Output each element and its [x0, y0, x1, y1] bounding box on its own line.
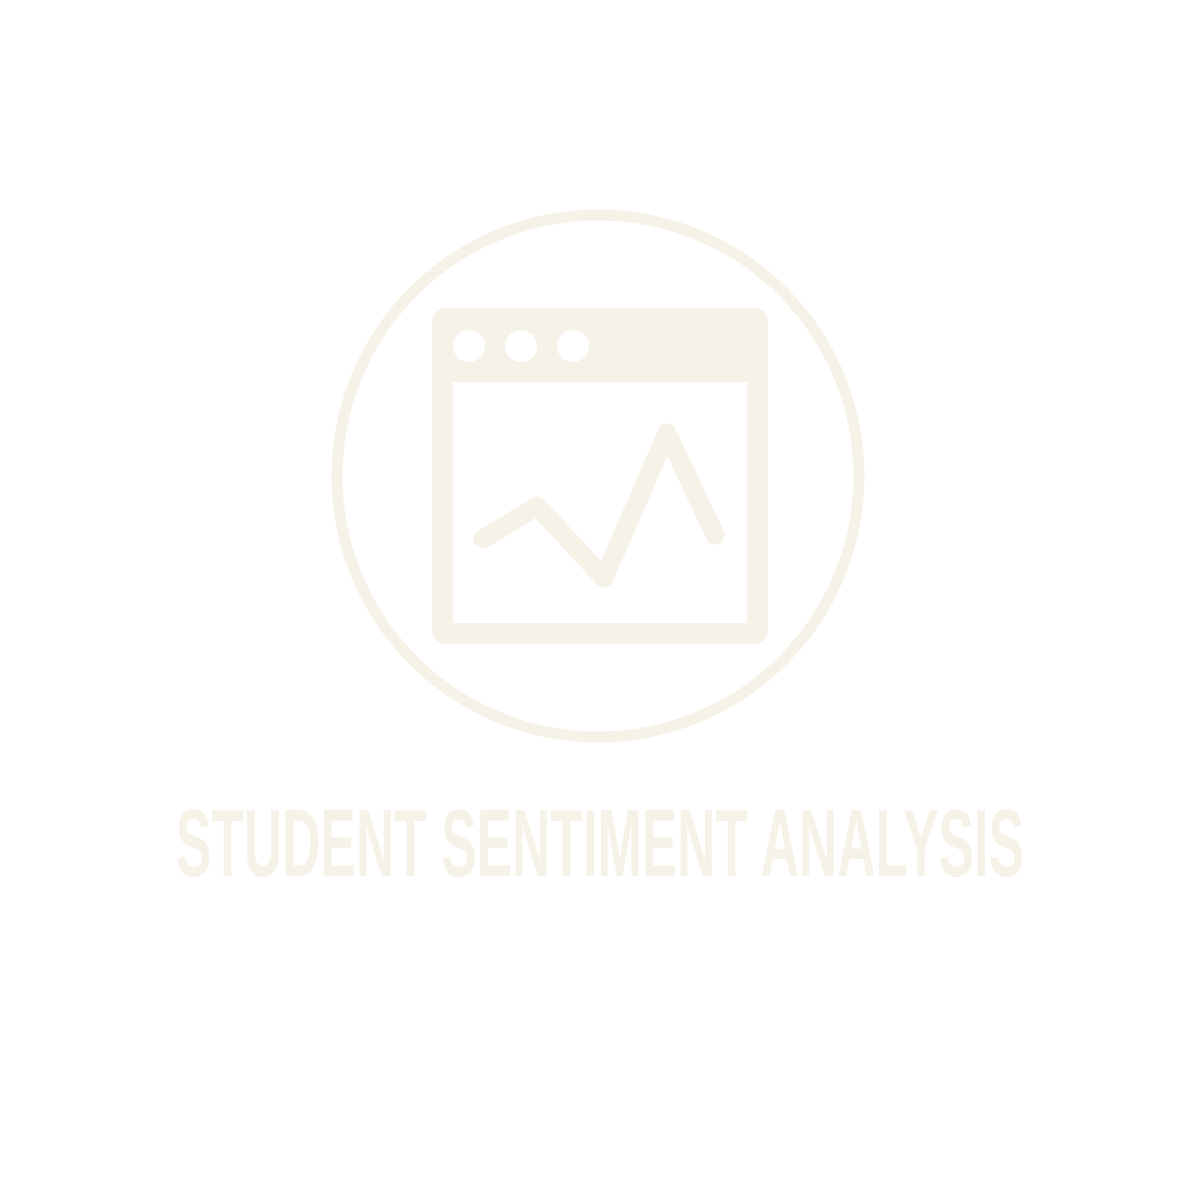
browser-window-line-chart-icon — [331, 209, 865, 743]
emblem — [330, 208, 866, 744]
window-dot-3 — [557, 330, 589, 362]
window-dot-1 — [453, 330, 485, 362]
window-dot-2 — [505, 330, 537, 362]
logo-title: STUDENT SENTIMENT ANALYSIS — [176, 790, 1024, 890]
wordmark: STUDENT SENTIMENT ANALYSIS — [0, 790, 1200, 890]
trend-line — [473, 423, 725, 588]
ring-outline — [331, 209, 865, 743]
